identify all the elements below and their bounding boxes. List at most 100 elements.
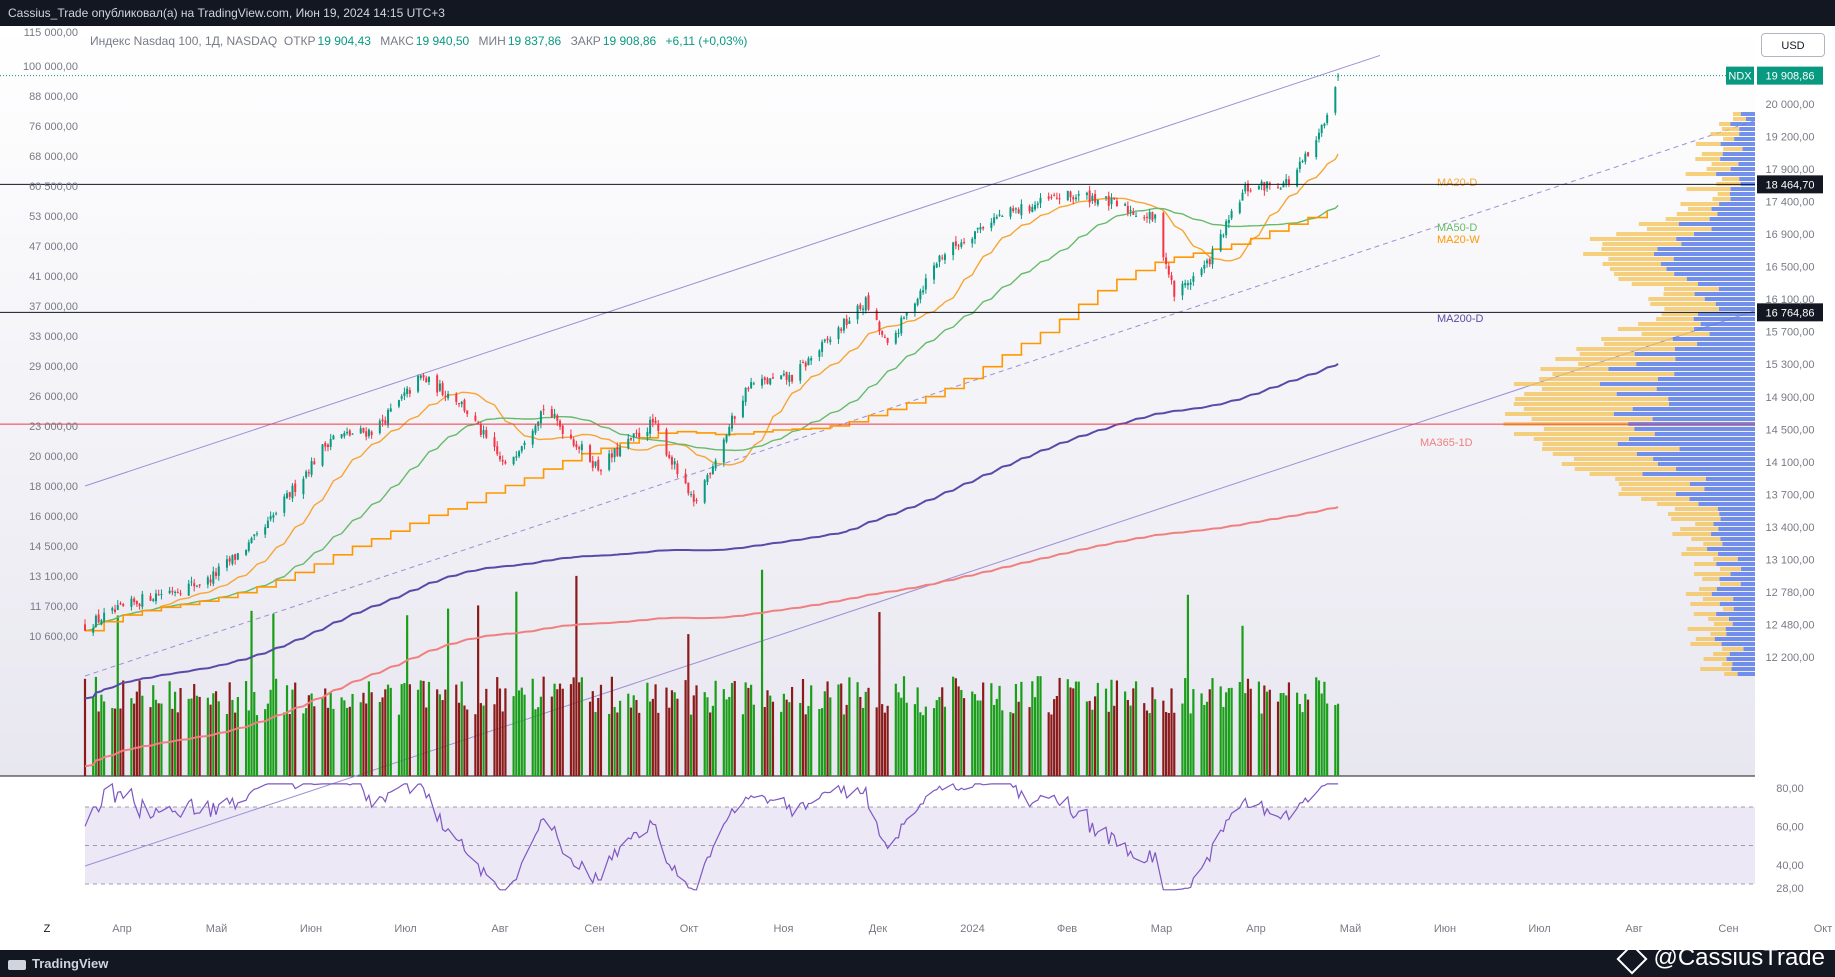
volume-bar — [1047, 712, 1050, 776]
candle-body — [1200, 268, 1203, 276]
profile-sell-bar — [1583, 252, 1655, 256]
profile-buy-bar — [1719, 307, 1755, 311]
x-axis-tick: Окт — [680, 923, 699, 935]
candle-body — [1285, 179, 1288, 184]
candle-body — [886, 337, 889, 343]
volume-bar — [362, 692, 365, 776]
profile-buy-bar — [1634, 427, 1755, 431]
volume-bar — [1053, 699, 1056, 776]
candle-body — [807, 358, 810, 366]
left-axis-tick: 26 000,00 — [29, 391, 78, 403]
ma20d-line — [84, 153, 1339, 632]
profile-sell-bar — [1656, 502, 1699, 506]
profile-sell-bar — [1661, 312, 1699, 316]
volume-bar — [1091, 709, 1094, 776]
candle-body — [348, 430, 351, 436]
tradingview-logo[interactable]: TradingView — [8, 950, 108, 977]
candle-body — [485, 430, 488, 438]
volume-bar — [938, 696, 941, 776]
left-axis-tick: 16 000,00 — [29, 511, 78, 523]
profile-sell-bar — [1701, 152, 1723, 156]
volume-bar — [976, 700, 979, 776]
volume-bar — [231, 699, 234, 776]
profile-sell-bar — [1722, 647, 1744, 651]
volume-bar — [1257, 681, 1260, 776]
profile-sell-bar — [1540, 367, 1609, 371]
candle-body — [973, 231, 976, 240]
candle-body — [346, 431, 349, 434]
volume-bar — [537, 707, 540, 776]
legend-high: 19 940,50 — [415, 34, 470, 48]
candle-body — [234, 554, 237, 560]
candle-body — [100, 620, 103, 625]
x-axis-tick: Июн — [300, 923, 322, 935]
candle-body — [837, 327, 840, 340]
profile-buy-bar — [1739, 177, 1755, 181]
legend-open: 19 904,43 — [317, 34, 371, 48]
profile-sell-bar — [1614, 272, 1675, 276]
candle-body — [378, 420, 381, 434]
profile-buy-bar — [1718, 527, 1755, 531]
profile-sell-bar — [1578, 362, 1637, 366]
volume-bar — [187, 698, 190, 776]
profile-buy-bar — [1656, 387, 1755, 391]
volume-bar — [766, 690, 769, 776]
candle-body — [733, 416, 736, 419]
candle-body — [198, 584, 201, 586]
profile-buy-bar — [1719, 202, 1755, 206]
volume-bar — [649, 701, 652, 776]
volume-bar — [550, 696, 553, 776]
volume-bar — [730, 682, 734, 776]
profile-sell-bar — [1533, 437, 1629, 441]
profile-buy-bar — [1730, 572, 1755, 576]
candle-body — [1298, 161, 1301, 169]
candle-body — [176, 592, 179, 594]
volume-bar — [763, 707, 766, 776]
currency-button[interactable]: USD — [1761, 33, 1825, 57]
profile-buy-bar — [1694, 327, 1755, 331]
candle-body — [842, 318, 845, 331]
profile-sell-bar — [1685, 172, 1717, 176]
candle-body — [561, 425, 564, 434]
candle-body — [1227, 219, 1230, 224]
candle-body — [425, 377, 428, 383]
volume-bar — [171, 708, 174, 776]
volume-bar — [1088, 700, 1091, 776]
profile-sell-bar — [1648, 297, 1705, 301]
candle-body — [731, 415, 734, 429]
profile-sell-bar — [1724, 672, 1738, 676]
candle-body — [905, 312, 908, 316]
volume-bar — [1296, 692, 1299, 776]
horizontal-levels[interactable]: 18 464,70 16 764,86 NDX 19 908,86 — [0, 66, 1823, 425]
candle-body — [954, 241, 957, 246]
profile-sell-bar — [1717, 192, 1730, 196]
author-watermark: @CassiusTrade — [1616, 943, 1825, 975]
candle-body — [1105, 196, 1108, 198]
candle-body — [427, 376, 430, 383]
candle-body — [875, 310, 878, 320]
profile-buy-bar — [1733, 607, 1755, 611]
profile-buy-bar — [1719, 512, 1755, 516]
zoom-button[interactable]: Z — [43, 923, 51, 935]
candle-body — [725, 434, 728, 442]
profile-buy-bar — [1698, 502, 1755, 506]
volume-bars — [83, 569, 1340, 776]
footer-bar: TradingView @CassiusTrade — [0, 943, 1835, 977]
volume-bar — [1033, 697, 1037, 776]
candle-body — [493, 437, 496, 447]
candle-body — [769, 378, 772, 385]
candle-body — [138, 603, 141, 607]
candle-body — [943, 254, 946, 261]
candle-body — [1034, 204, 1037, 210]
candle-body — [171, 590, 174, 593]
candle-body — [935, 263, 938, 268]
volume-bar — [1115, 680, 1119, 776]
volume-bar — [1222, 706, 1225, 776]
volume-bar — [498, 688, 502, 776]
candle-body — [979, 227, 982, 230]
profile-sell-bar — [1616, 232, 1695, 236]
profile-sell-bar — [1618, 482, 1690, 486]
price-pane[interactable] — [0, 26, 1755, 776]
candle-body — [1028, 206, 1031, 212]
